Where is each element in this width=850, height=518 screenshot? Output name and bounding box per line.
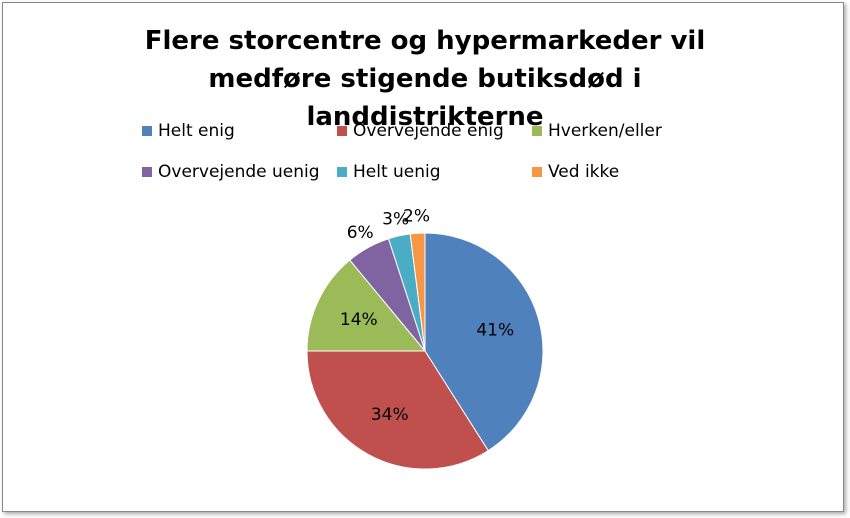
legend-label: Helt uenig [353, 162, 441, 182]
legend-swatch [142, 126, 152, 136]
legend-swatch [337, 167, 347, 177]
pie-slice [306, 350, 489, 470]
data-label: 34% [371, 405, 409, 425]
legend-label: Helt enig [158, 121, 235, 141]
legend-label: Ved ikke [548, 162, 619, 182]
data-label: 14% [340, 310, 378, 330]
data-label: 6% [347, 223, 374, 243]
legend-swatch [532, 167, 542, 177]
data-label: 41% [476, 321, 514, 341]
legend-swatch [532, 126, 542, 136]
data-label: 2% [403, 207, 430, 227]
legend-swatch [142, 167, 152, 177]
legend-label: Hverken/eller [548, 121, 662, 141]
legend-label: Overvejende uenig [158, 162, 320, 182]
pie-slice [409, 232, 426, 352]
data-label: 3% [382, 210, 409, 230]
legend-label: Overvejende enig [353, 121, 504, 141]
pie-slice [424, 232, 544, 452]
pie-slice [306, 259, 427, 352]
legend-swatch [337, 126, 347, 136]
